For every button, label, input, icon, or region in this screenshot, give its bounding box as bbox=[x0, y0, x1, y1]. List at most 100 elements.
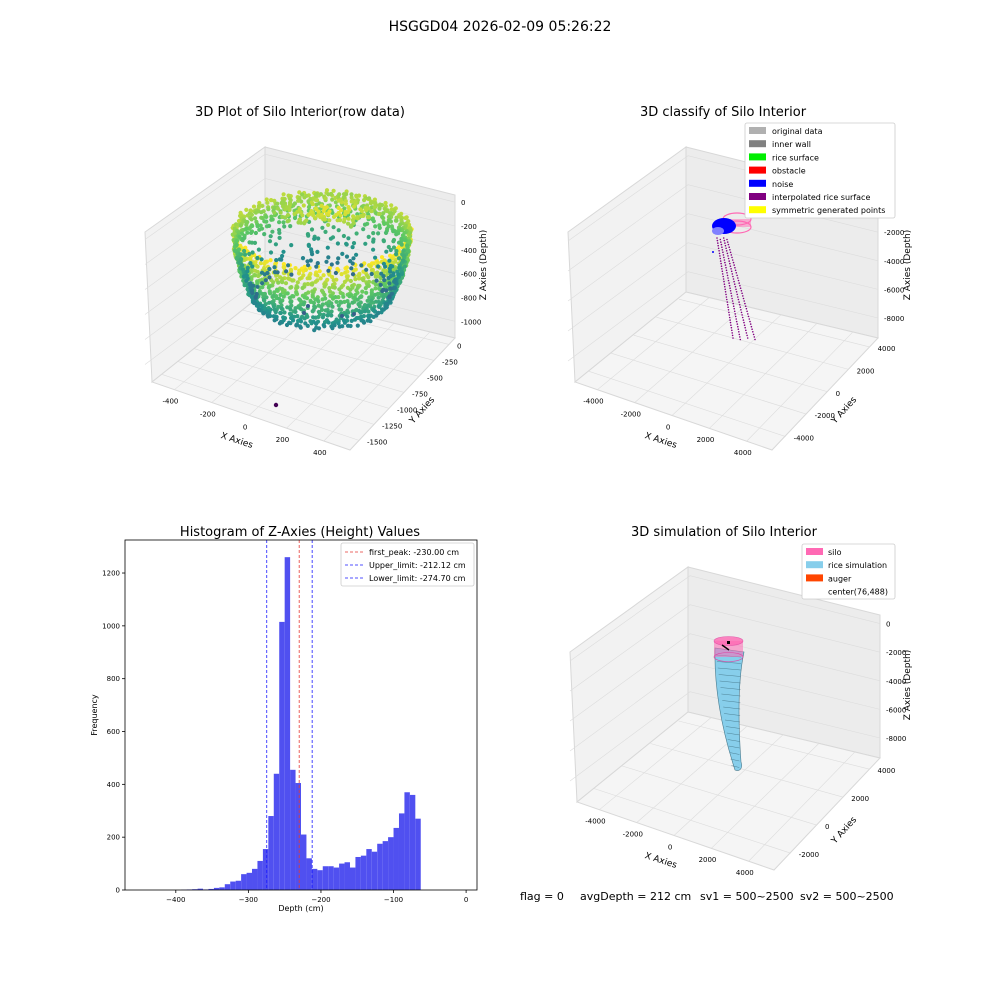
data-point bbox=[333, 295, 338, 300]
pane-floor bbox=[150, 291, 456, 451]
data-point bbox=[366, 309, 371, 314]
data-point bbox=[322, 324, 327, 329]
data-point bbox=[388, 247, 393, 253]
histogram-bar bbox=[317, 870, 323, 890]
panel-classify-3d: 3D classify of Silo Interior -4000 -2000 0… bbox=[567, 105, 913, 457]
data-point bbox=[335, 260, 340, 265]
data-point bbox=[300, 192, 305, 197]
grid-line bbox=[286, 323, 395, 429]
data-point bbox=[251, 283, 256, 288]
data-point bbox=[315, 273, 320, 278]
data-point bbox=[319, 212, 324, 217]
interpolated-point bbox=[735, 272, 738, 274]
data-point bbox=[350, 300, 355, 305]
data-point bbox=[394, 218, 399, 223]
data-point bbox=[305, 259, 310, 264]
legend-label: Lower_limit: -274.70 cm bbox=[369, 574, 466, 583]
y-tick-label: 200 bbox=[107, 834, 120, 842]
histogram-bar bbox=[257, 860, 263, 890]
legend-swatch bbox=[806, 548, 823, 555]
grid-line bbox=[569, 604, 881, 692]
y-tick-label: 1000 bbox=[102, 622, 120, 630]
data-point bbox=[249, 212, 254, 217]
data-point bbox=[372, 205, 377, 210]
data-point bbox=[336, 198, 341, 203]
legend-label: interpolated rice surface bbox=[772, 193, 870, 202]
data-point bbox=[362, 309, 367, 314]
data-point bbox=[288, 307, 293, 312]
data-point bbox=[279, 303, 284, 308]
data-point bbox=[297, 206, 302, 211]
data-point bbox=[371, 247, 376, 252]
avg-depth-text: avgDepth = 212 cm bbox=[580, 890, 691, 903]
y-axis-label: Y Axies bbox=[829, 815, 859, 847]
histogram-bar bbox=[246, 872, 253, 890]
data-point bbox=[342, 279, 347, 284]
x-tick-label: 4000 bbox=[734, 449, 752, 457]
data-point bbox=[261, 311, 266, 316]
data-point bbox=[281, 200, 286, 205]
interpolated-point bbox=[732, 337, 734, 339]
data-point bbox=[296, 271, 302, 276]
data-point bbox=[323, 196, 328, 201]
data-point bbox=[260, 216, 265, 221]
interpolated-point bbox=[739, 287, 742, 290]
data-point bbox=[368, 313, 373, 318]
data-point bbox=[336, 295, 341, 300]
data-point bbox=[351, 241, 357, 246]
data-point bbox=[345, 323, 351, 328]
data-point bbox=[397, 265, 402, 270]
data-point bbox=[283, 215, 288, 220]
data-point bbox=[383, 200, 388, 206]
data-point bbox=[318, 192, 323, 197]
data-point bbox=[298, 319, 304, 324]
reference-lines bbox=[266, 540, 313, 890]
data-point bbox=[326, 303, 331, 308]
data-point bbox=[313, 216, 318, 221]
data-point bbox=[306, 304, 310, 308]
data-point bbox=[334, 299, 339, 304]
interpolated-point bbox=[732, 278, 735, 280]
legend-box bbox=[744, 122, 896, 219]
interpolated-point bbox=[729, 287, 731, 290]
data-point bbox=[258, 261, 263, 266]
interpolated-point bbox=[725, 247, 727, 250]
data-point bbox=[264, 214, 269, 219]
data-point bbox=[252, 240, 258, 245]
data-point bbox=[277, 235, 282, 240]
data-point bbox=[311, 196, 316, 201]
data-point bbox=[311, 315, 316, 320]
data-point bbox=[369, 209, 374, 214]
data-point bbox=[238, 223, 243, 228]
data-point bbox=[340, 251, 345, 256]
mesh-line bbox=[726, 732, 740, 736]
histogram-bar bbox=[306, 858, 312, 890]
z-tick-label: -400 bbox=[461, 247, 477, 255]
data-point bbox=[241, 267, 246, 272]
data-point bbox=[382, 221, 387, 226]
legend-label: silo bbox=[828, 548, 842, 557]
data-point bbox=[284, 322, 290, 328]
footer-status: flag = 0 avgDepth = 212 cm sv1 = 500~250… bbox=[520, 890, 894, 903]
interpolated-point bbox=[730, 268, 732, 270]
interpolated-point bbox=[745, 329, 747, 332]
data-point bbox=[253, 294, 258, 299]
data-point bbox=[298, 210, 303, 215]
data-point bbox=[293, 309, 298, 314]
data-point bbox=[340, 314, 344, 318]
data-point bbox=[332, 285, 337, 290]
interpolated-point bbox=[729, 265, 732, 268]
data-point bbox=[405, 243, 410, 248]
data-point bbox=[244, 278, 249, 283]
data-point bbox=[236, 230, 241, 235]
interpolated-point bbox=[734, 269, 737, 272]
data-point bbox=[315, 249, 320, 254]
histogram-bar bbox=[409, 794, 416, 890]
data-point bbox=[302, 295, 307, 300]
data-point bbox=[313, 192, 318, 197]
panel-classify-3d-title: 3D classify of Silo Interior bbox=[640, 105, 807, 120]
data-point bbox=[261, 297, 266, 303]
legend-box bbox=[340, 542, 475, 587]
data-point bbox=[384, 249, 389, 254]
data-point bbox=[249, 230, 254, 235]
